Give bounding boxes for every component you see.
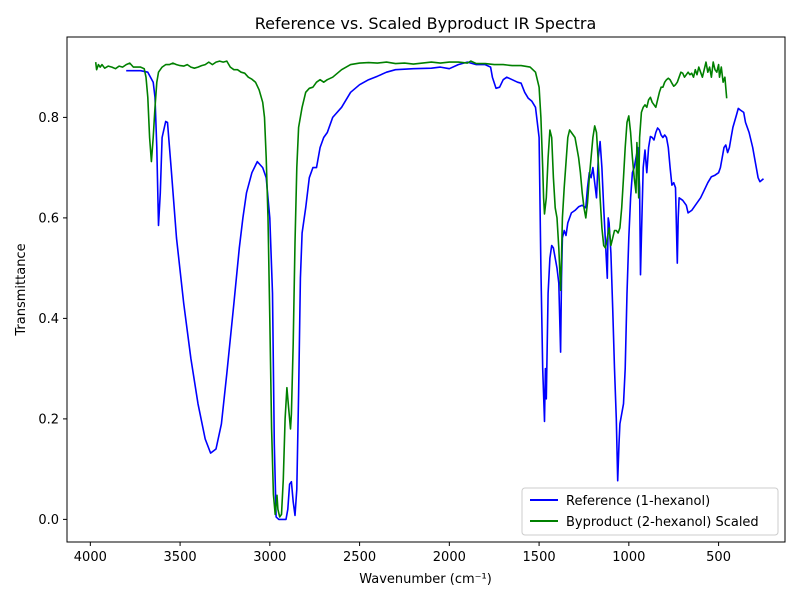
chart-title: Reference vs. Scaled Byproduct IR Spectr… — [255, 14, 597, 33]
series-line-byproduct — [94, 60, 728, 518]
legend-box — [521, 487, 779, 536]
x-tick-label: 3000 — [253, 550, 286, 565]
y-tick-label: 0.8 — [38, 111, 59, 126]
y-axis-label: Transmittance — [14, 243, 29, 336]
x-tick-label: 1000 — [612, 550, 645, 565]
x-tick-label: 4000 — [74, 550, 107, 565]
y-tick-label: 0.0 — [38, 513, 59, 528]
legend: Reference (1-hexanol) Byproduct (2-hexan… — [521, 487, 779, 536]
plot-area — [94, 60, 765, 521]
y-tick-label: 0.4 — [38, 312, 59, 327]
legend-label-byproduct: Byproduct (2-hexanol) Scaled — [566, 515, 759, 530]
x-axis: 4000 3500 3000 2500 2000 1500 1000 500 — [74, 542, 731, 565]
x-tick-label: 1500 — [523, 550, 556, 565]
x-tick-label: 2000 — [433, 550, 466, 565]
x-tick-label: 500 — [706, 550, 731, 565]
legend-label-reference: Reference (1-hexanol) — [566, 494, 710, 509]
x-tick-label: 2500 — [343, 550, 376, 565]
x-tick-label: 3500 — [164, 550, 197, 565]
y-tick-label: 0.6 — [38, 211, 59, 226]
y-tick-label: 0.2 — [38, 412, 59, 427]
x-axis-label: Wavenumber (cm⁻¹) — [359, 572, 492, 587]
axes-frame — [66, 36, 786, 543]
y-axis: 0.0 0.2 0.4 0.6 0.8 — [38, 111, 67, 528]
